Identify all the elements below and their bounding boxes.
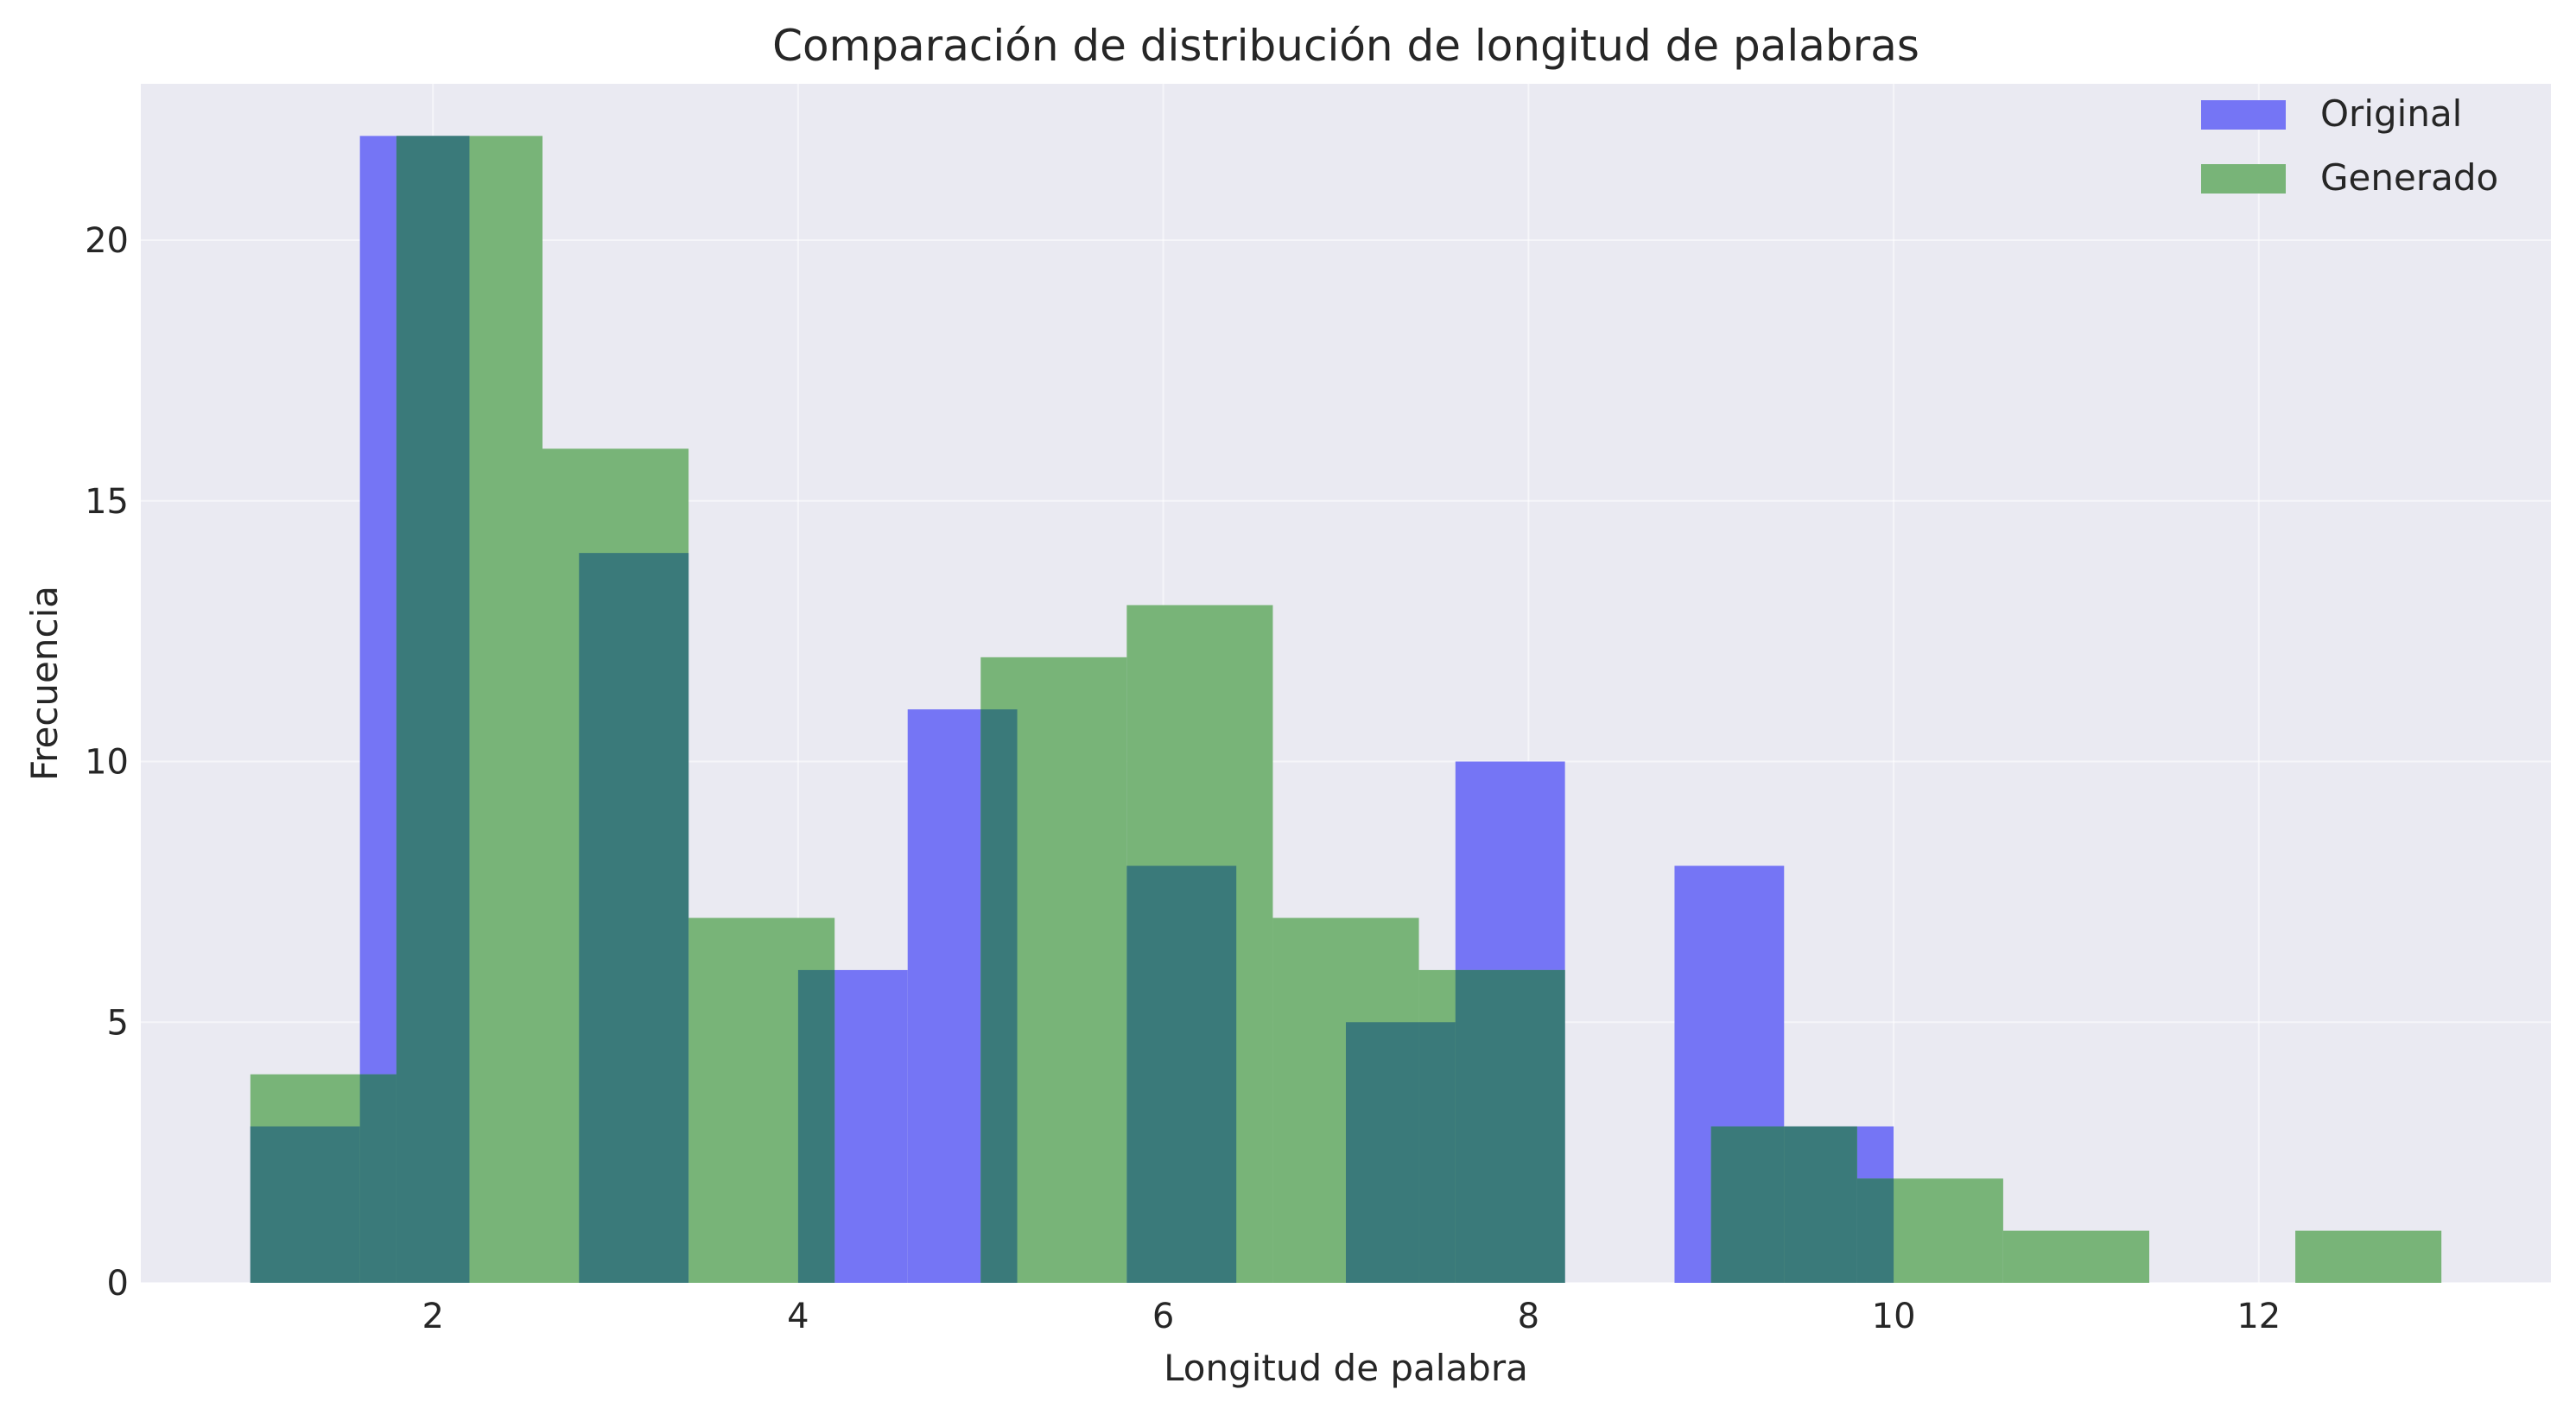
x-axis-label: Longitud de palabra [1164, 1347, 1528, 1389]
bar-generado [2002, 1230, 2149, 1283]
chart-title: Comparación de distribución de longitud … [772, 21, 1919, 71]
bar-overlap [1455, 969, 1565, 1283]
bar-overlap [1346, 1022, 1419, 1283]
y-axis-label: Frecuencia [23, 586, 66, 781]
bar-overlap [1418, 1022, 1456, 1283]
y-tick-label: 20 [85, 221, 129, 261]
bar-overlap [359, 1074, 397, 1283]
legend-swatch [2201, 100, 2286, 130]
x-tick-label: 2 [422, 1297, 443, 1336]
bar-overlap [579, 553, 689, 1283]
bar-overlap [980, 709, 1018, 1283]
x-tick-label: 10 [1872, 1297, 1916, 1336]
x-tick-label: 8 [1518, 1297, 1539, 1336]
bar-overlap [1710, 1126, 1785, 1283]
x-tick-label: 12 [2237, 1297, 2281, 1336]
y-tick-label: 5 [107, 1003, 129, 1043]
bar-generado [2295, 1230, 2442, 1283]
legend-swatch [2201, 164, 2286, 194]
bar-overlap [1126, 866, 1237, 1283]
x-tick-label: 4 [787, 1297, 809, 1336]
bar-overlap [797, 969, 835, 1283]
bars [250, 136, 2442, 1284]
bar-overlap [250, 1126, 360, 1283]
x-tick-labels: 2 4 6 8 10 12 [422, 1297, 2281, 1336]
y-tick-label: 15 [85, 482, 129, 522]
legend-label: Generado [2320, 156, 2498, 199]
legend: Original Generado [2201, 92, 2498, 199]
x-tick-label: 6 [1152, 1297, 1174, 1336]
bar-overlap [1856, 1178, 1894, 1283]
bar-overlap [396, 136, 470, 1284]
bar-overlap [1784, 1126, 1857, 1283]
y-tick-labels: 0 5 10 15 20 [85, 221, 129, 1304]
y-tick-label: 0 [107, 1264, 129, 1304]
legend-label: Original [2320, 92, 2462, 135]
y-tick-label: 10 [85, 743, 129, 783]
